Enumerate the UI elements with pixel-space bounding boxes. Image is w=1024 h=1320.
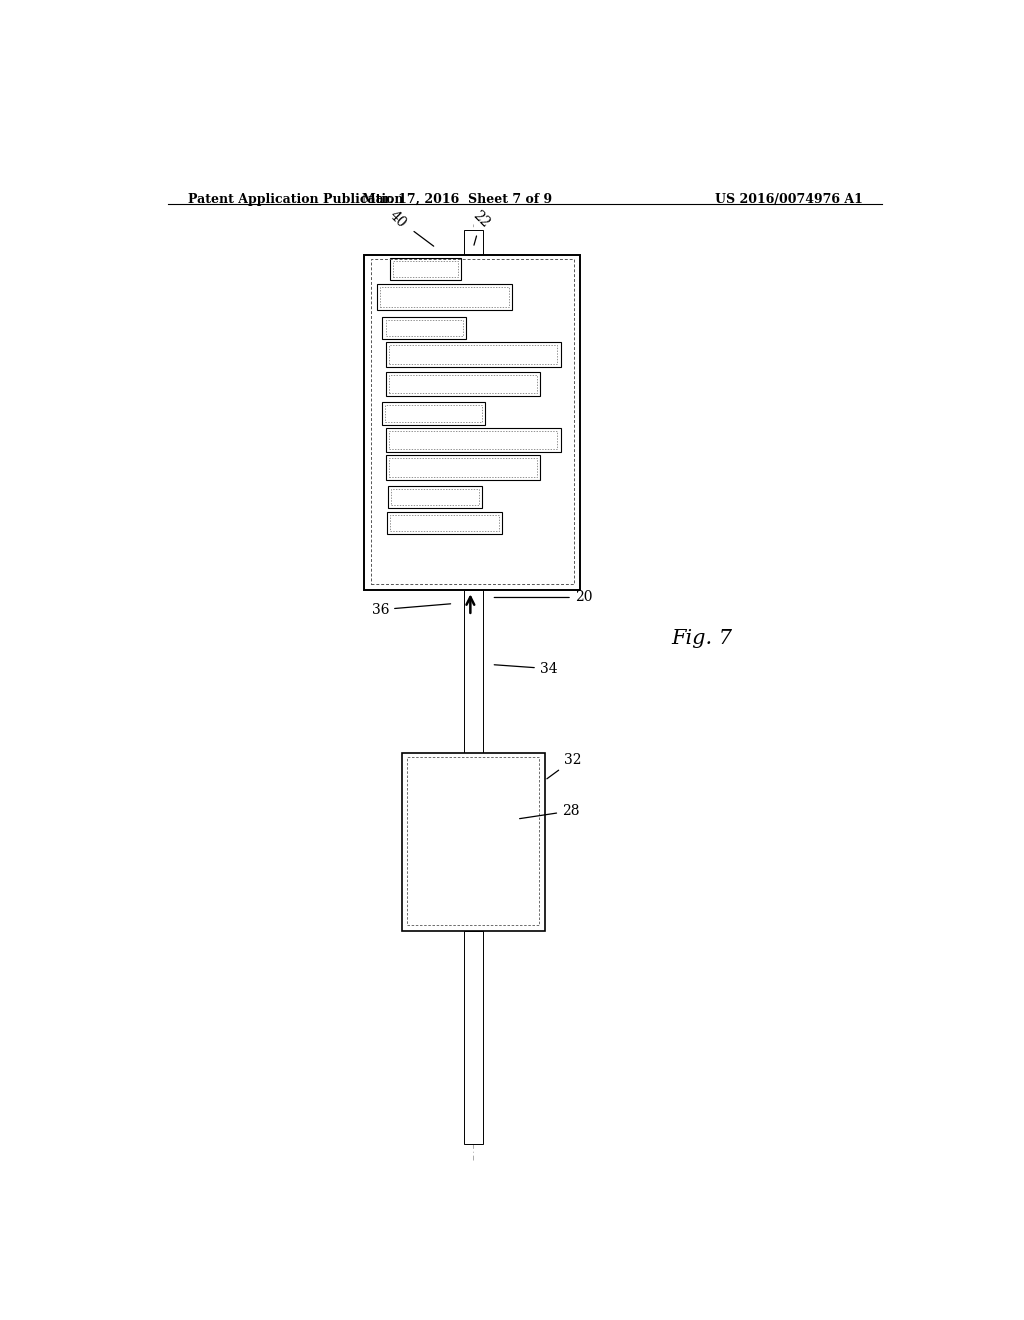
Bar [365, 255, 581, 590]
Bar [385, 372, 541, 396]
Bar [408, 758, 539, 925]
Text: 20: 20 [495, 590, 592, 605]
Bar [386, 428, 560, 453]
Bar [393, 261, 458, 277]
Bar [388, 486, 482, 508]
Bar [380, 288, 509, 306]
Bar [382, 403, 485, 425]
Bar [389, 458, 538, 477]
Bar [401, 752, 545, 931]
Bar [387, 512, 502, 535]
Text: 32: 32 [547, 754, 582, 779]
Text: 34: 34 [495, 661, 557, 676]
Bar [389, 430, 557, 449]
Bar [382, 317, 466, 339]
Text: 22: 22 [470, 209, 493, 246]
Bar [390, 257, 462, 280]
Bar [386, 342, 560, 367]
Bar [385, 319, 463, 337]
Bar [390, 515, 499, 532]
Bar [464, 931, 482, 1144]
Text: Patent Application Publication: Patent Application Publication [187, 193, 403, 206]
Bar [385, 455, 541, 479]
Bar [385, 405, 482, 421]
Text: US 2016/0074976 A1: US 2016/0074976 A1 [715, 193, 863, 206]
Bar [391, 488, 479, 506]
Text: Mar. 17, 2016  Sheet 7 of 9: Mar. 17, 2016 Sheet 7 of 9 [362, 193, 552, 206]
Bar [464, 590, 482, 752]
Bar [389, 346, 557, 364]
Text: 28: 28 [519, 804, 580, 818]
Text: Fig. 7: Fig. 7 [672, 628, 732, 648]
Bar [464, 230, 482, 255]
Bar [377, 284, 512, 310]
Bar [389, 375, 538, 393]
Text: 36: 36 [372, 603, 451, 616]
Text: 40: 40 [387, 209, 434, 247]
Bar [371, 259, 574, 585]
